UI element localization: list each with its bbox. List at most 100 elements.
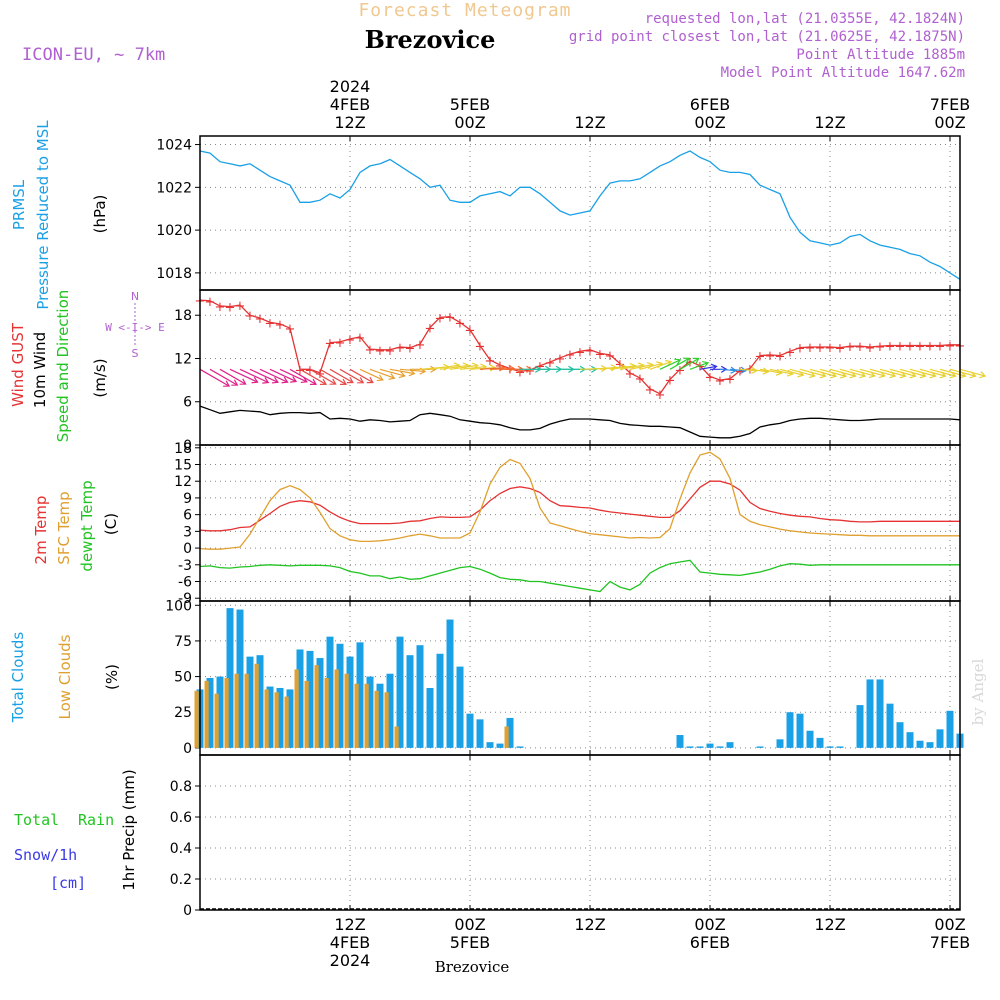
y-tick-label: 25: [174, 705, 192, 721]
top-time-label: 12Z: [334, 113, 365, 132]
low-cloud-bar: [294, 669, 299, 748]
gust-marker: +: [665, 373, 676, 388]
gust-marker: +: [325, 337, 336, 352]
wind-arrow: [249, 368, 279, 383]
wind-panel-labels: Wind GUST 10m Wind Speed and Direction (…: [9, 290, 165, 443]
total-cloud-bar: [516, 746, 524, 748]
gust-marker: +: [295, 363, 306, 378]
y-tick-label: 0: [183, 541, 192, 557]
wind-arrowhead: [281, 376, 289, 384]
low-cloud-bar: [384, 692, 389, 748]
wind-arrow: [699, 365, 717, 370]
wind-arrowhead: [508, 365, 516, 373]
wind-arrowhead: [271, 377, 279, 384]
wind-arrowhead: [398, 371, 406, 379]
low-cloud-bar: [324, 678, 329, 748]
gust-marker: +: [765, 349, 776, 364]
wind-arrow: [739, 368, 757, 372]
wind-arrow: [949, 368, 976, 377]
total-cloud-bar: [306, 650, 314, 748]
total-cloud-bar: [396, 636, 404, 748]
total-cloud-bar: [796, 713, 804, 748]
wind-arrow: [659, 359, 681, 370]
wind-arrow: [649, 361, 672, 370]
gust-marker: +: [475, 340, 486, 355]
wind-arrowhead: [775, 368, 783, 376]
gust-marker: +: [245, 309, 256, 324]
y-tick-label: 0: [183, 438, 192, 454]
gust-marker: +: [545, 356, 556, 371]
y-tick-label: 100: [165, 598, 192, 614]
total-cloud-bar: [786, 712, 794, 748]
wind-arrowhead: [223, 380, 231, 387]
gust-marker: +: [425, 321, 436, 336]
requested-coords: requested lon,lat (21.0355E, 42.1824N): [645, 11, 965, 27]
wind-arrow: [279, 368, 308, 383]
total-cloud-bar: [446, 619, 454, 748]
total-cloud-bar: [776, 739, 784, 748]
pressure-label-2: Pressure Reduced to MSL: [34, 120, 52, 310]
top-time-label: 6FEB: [690, 95, 730, 114]
total-cloud-bar: [356, 642, 364, 748]
gust-marker: +: [785, 345, 796, 360]
gust-marker: +: [355, 331, 366, 346]
total-cloud-bar: [826, 746, 834, 748]
total-cloud-bar: [366, 676, 374, 748]
wind-arrow: [209, 368, 238, 386]
wind-arrow: [679, 357, 700, 370]
wind-arrowhead: [376, 374, 384, 382]
total-cloud-bar: [376, 683, 384, 748]
precip-panel: 0 0.2 0.4 0.6 0.8: [170, 754, 961, 919]
total-cloud-bar: [806, 730, 814, 748]
wind-arrow: [819, 368, 847, 377]
low-cloud-bar: [254, 663, 259, 748]
gust-marker: +: [495, 359, 506, 374]
gust-marker: +: [205, 295, 216, 310]
wind-arrowhead: [290, 376, 298, 383]
bottom-time-label: 7FEB: [930, 933, 970, 952]
clouds-grid: [200, 601, 960, 755]
wind-arrowhead: [262, 377, 270, 384]
gust-marker: +: [915, 340, 926, 355]
low-cloud-bar: [194, 690, 199, 748]
top-time-label: 5FEB: [450, 95, 490, 114]
temp-label-2: SFC Temp: [55, 491, 73, 564]
wind-arrow: [879, 368, 906, 377]
top-time-label: 12Z: [574, 113, 605, 132]
wind-arrowhead: [740, 366, 748, 374]
gust-marker: +: [755, 350, 766, 365]
low-cloud-bar: [204, 680, 209, 748]
y-tick-label: 0.6: [170, 810, 192, 826]
gust-marker: +: [525, 364, 536, 379]
precip-frame: [199, 754, 961, 911]
gust-marker: +: [715, 374, 726, 389]
low-cloud-bar: [274, 692, 279, 748]
y-tick-label: 1024: [156, 138, 192, 154]
wind-arrowhead: [408, 369, 416, 377]
wind-arrowhead: [339, 378, 347, 386]
gust-marker: +: [585, 344, 596, 359]
y-tick-label: 18: [174, 441, 192, 457]
low-cloud-bar: [314, 665, 319, 748]
gust-marker: +: [505, 363, 516, 378]
y-tick-label: 12: [174, 351, 192, 367]
wind-arrow: [829, 368, 856, 377]
wind-arrowhead: [674, 358, 682, 366]
wind-arrow: [339, 368, 364, 384]
wind-arrow: [859, 368, 885, 377]
total-cloud-bar: [426, 687, 434, 748]
low-cloud-bar: [394, 726, 399, 748]
gust-marker: +: [385, 344, 396, 359]
top-time-label: 12Z: [814, 113, 845, 132]
wind-arrow: [889, 368, 916, 377]
wind-arrow: [869, 368, 896, 377]
watermark-credit: by Angel: [969, 658, 987, 725]
total-cloud-bar: [266, 686, 274, 748]
wind-arrow: [309, 368, 336, 385]
temp-unit: (C): [102, 513, 120, 535]
total-cloud-bar: [246, 656, 254, 748]
wind-arrowhead: [346, 376, 354, 384]
wind-arrowhead: [366, 376, 374, 384]
total-cloud-bar: [686, 746, 694, 748]
top-time-label: 2024: [330, 77, 371, 96]
